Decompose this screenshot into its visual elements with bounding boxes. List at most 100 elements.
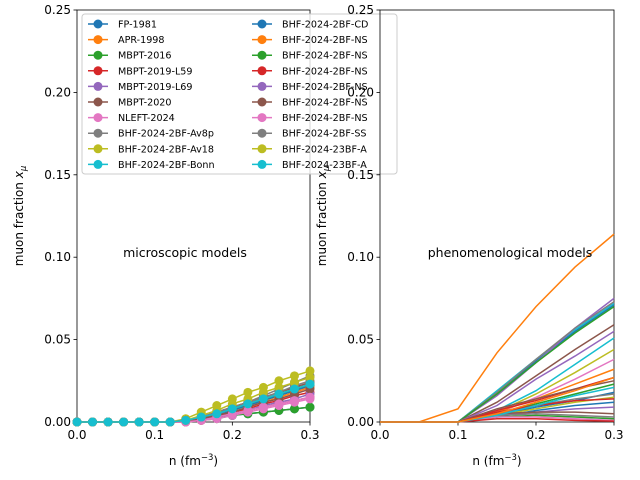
legend-entry-label: MBPT-2019-L69 bbox=[118, 82, 193, 93]
legend-swatch-marker bbox=[257, 128, 267, 138]
right-ytick-label: 0.25 bbox=[347, 3, 374, 17]
legend-swatch-marker bbox=[93, 19, 103, 29]
right-xtick-label: 0.0 bbox=[370, 428, 389, 442]
legend-entry-label: APR-1998 bbox=[118, 35, 165, 46]
left-series-point-19 bbox=[243, 399, 253, 409]
legend-entry-label: BHF-2024-2BF-NS bbox=[282, 51, 368, 62]
legend-swatch-marker bbox=[93, 97, 103, 107]
left-series-point-16 bbox=[305, 392, 315, 402]
left-series-point-19 bbox=[150, 417, 160, 427]
right-ytick-label: 0.20 bbox=[347, 85, 374, 99]
left-series-point-19 bbox=[305, 379, 315, 389]
left-series-point-19 bbox=[181, 415, 191, 425]
right-axes-frame bbox=[379, 9, 615, 423]
left-series-point-19 bbox=[72, 417, 82, 427]
left-legend: FP-1981 APR-1998 MBPT-2016 MBPT-2019-L59 MBP… bbox=[81, 13, 398, 175]
legend-swatch-marker bbox=[257, 35, 267, 45]
legend-swatch-marker bbox=[257, 50, 267, 60]
left-axes: 0.0 0.1 0.2 0.3 0.00 0.05 0.10 0.15 0.20 0.25 mic… bbox=[12, 3, 398, 468]
left-ytick-label: 0.05 bbox=[44, 333, 71, 347]
left-series-point-19 bbox=[165, 417, 175, 427]
left-xtick-label: 0.1 bbox=[145, 428, 164, 442]
legend-swatch-marker bbox=[257, 159, 267, 169]
legend-swatch-marker bbox=[93, 35, 103, 45]
legend-entry-label: MBPT-2019-L59 bbox=[118, 66, 193, 77]
left-series-point-19 bbox=[134, 417, 144, 427]
left-series-point-16 bbox=[274, 399, 284, 409]
right-xtick-label: 0.3 bbox=[604, 428, 623, 442]
left-xtick-label: 0.3 bbox=[300, 428, 319, 442]
left-series-point-19 bbox=[289, 384, 299, 394]
left-ticks: 0.0 0.1 0.2 0.3 0.00 0.05 0.10 0.15 0.20 0.25 bbox=[44, 3, 319, 442]
left-ytick-label: 0.00 bbox=[44, 415, 71, 429]
legend-entry-label: MBPT-2020 bbox=[118, 98, 172, 109]
left-series-point-19 bbox=[212, 409, 222, 419]
right-series-line-27 bbox=[380, 376, 615, 423]
left-series-point-16 bbox=[289, 396, 299, 406]
left-series-point-18 bbox=[289, 377, 299, 387]
legend-swatch-marker bbox=[257, 81, 267, 91]
right-ytick-label: 0.05 bbox=[347, 333, 374, 347]
left-xtick-label: 0.0 bbox=[67, 428, 86, 442]
left-ytick-label: 0.25 bbox=[44, 3, 71, 17]
legend-swatch-marker bbox=[257, 19, 267, 29]
legend-entry-label: FP-1981 bbox=[118, 20, 157, 31]
left-series-point-18 bbox=[305, 373, 315, 383]
legend-entry-label: BHF-2024-2BF-NS bbox=[282, 113, 368, 124]
left-series-point-19 bbox=[196, 412, 206, 422]
legend-entry-label: BHF-2024-23BF-A bbox=[282, 160, 367, 171]
left-series-point-19 bbox=[88, 417, 98, 427]
legend-swatch-marker bbox=[93, 144, 103, 154]
legend-entry-label: BHF-2024-2BF-Av8p bbox=[118, 129, 214, 140]
legend-swatch-marker bbox=[93, 159, 103, 169]
right-series-group bbox=[380, 233, 615, 423]
left-series-point-18 bbox=[258, 387, 268, 397]
left-series-point-16 bbox=[243, 405, 253, 415]
left-ytick-label: 0.15 bbox=[44, 168, 71, 182]
legend-entry-label: BHF-2024-2BF-Av18 bbox=[118, 144, 214, 155]
legend-entry-label: BHF-2024-2BF-NS bbox=[282, 98, 368, 109]
left-ylabel: muon fraction xμ bbox=[12, 165, 29, 266]
legend-swatch-marker bbox=[257, 66, 267, 76]
right-ytick-label: 0.15 bbox=[347, 168, 374, 182]
left-series-point-18 bbox=[274, 382, 284, 392]
left-series-line-19 bbox=[77, 383, 311, 423]
legend-swatch-marker bbox=[93, 128, 103, 138]
left-series-point-19 bbox=[103, 417, 113, 427]
right-xtick-label: 0.2 bbox=[526, 428, 545, 442]
legend-frame bbox=[81, 13, 398, 175]
right-xtick-label: 0.1 bbox=[448, 428, 467, 442]
left-series-point-19 bbox=[227, 404, 237, 414]
left-ytick-label: 0.10 bbox=[44, 250, 71, 264]
right-ytick-label: 0.00 bbox=[347, 415, 374, 429]
legend-entry-label: BHF-2024-2BF-CD bbox=[282, 20, 368, 31]
legend-swatch-marker bbox=[93, 50, 103, 60]
left-xtick-label: 0.2 bbox=[223, 428, 242, 442]
left-series-group bbox=[72, 366, 315, 427]
right-axes: 0.0 0.1 0.2 0.3 0.00 0.05 0.10 0.15 0.20 0.25 phe… bbox=[315, 3, 624, 468]
legend-entry-label: NLEFT-2024 bbox=[118, 113, 175, 124]
left-axes-frame bbox=[76, 9, 311, 423]
legend-swatch-marker bbox=[93, 66, 103, 76]
legend-entry-label: BHF-2024-23BF-A bbox=[282, 144, 367, 155]
left-annotation: microscopic models bbox=[123, 245, 247, 260]
legend-entry-label: BHF-2024-2BF-NS bbox=[282, 82, 368, 93]
left-series-point-8 bbox=[243, 387, 253, 397]
right-ytick-label: 0.10 bbox=[347, 250, 374, 264]
legend-swatch-marker bbox=[257, 144, 267, 154]
legend-swatch-marker bbox=[257, 113, 267, 123]
legend-swatch-marker bbox=[93, 113, 103, 123]
legend-entry-label: BHF-2024-2BF-SS bbox=[282, 129, 367, 140]
left-series-point-8 bbox=[289, 371, 299, 381]
right-ylabel: muon fraction xμ bbox=[315, 165, 332, 266]
right-ticks: 0.0 0.1 0.2 0.3 0.00 0.05 0.10 0.15 0.20 0.25 bbox=[347, 3, 623, 442]
legend-entry-label: BHF-2024-2BF-Bonn bbox=[118, 160, 215, 171]
legend-entry-label: BHF-2024-2BF-NS bbox=[282, 66, 368, 77]
left-series-point-2 bbox=[305, 402, 315, 412]
legend-swatch-marker bbox=[257, 97, 267, 107]
left-series-point-16 bbox=[258, 402, 268, 412]
left-series-point-19 bbox=[119, 417, 129, 427]
left-series-point-8 bbox=[274, 376, 284, 386]
legend-entry-label: MBPT-2016 bbox=[118, 51, 172, 62]
